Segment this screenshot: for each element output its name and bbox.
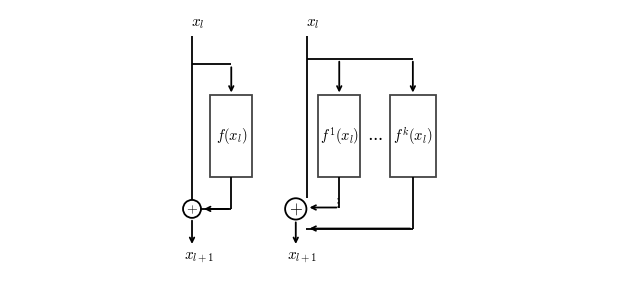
Text: $f(x_l)$: $f(x_l)$ bbox=[215, 126, 247, 146]
Bar bbox=[390, 95, 436, 177]
Text: $x_{l+1}$: $x_{l+1}$ bbox=[288, 250, 318, 265]
Circle shape bbox=[183, 200, 201, 218]
Text: $+$: $+$ bbox=[289, 200, 303, 218]
Text: $+$: $+$ bbox=[186, 202, 198, 216]
Text: $\vdots$: $\vdots$ bbox=[334, 196, 340, 210]
Bar bbox=[210, 95, 252, 177]
Bar bbox=[318, 95, 360, 177]
Text: $x_l$: $x_l$ bbox=[306, 16, 319, 31]
Text: $\cdots$: $\cdots$ bbox=[367, 127, 383, 145]
Text: $f^1(x_l)$: $f^1(x_l)$ bbox=[320, 125, 359, 147]
Text: $x_l$: $x_l$ bbox=[191, 16, 204, 31]
Text: $x_{l+1}$: $x_{l+1}$ bbox=[183, 250, 214, 265]
Text: $f^k(x_l)$: $f^k(x_l)$ bbox=[393, 125, 433, 147]
Circle shape bbox=[285, 198, 306, 220]
